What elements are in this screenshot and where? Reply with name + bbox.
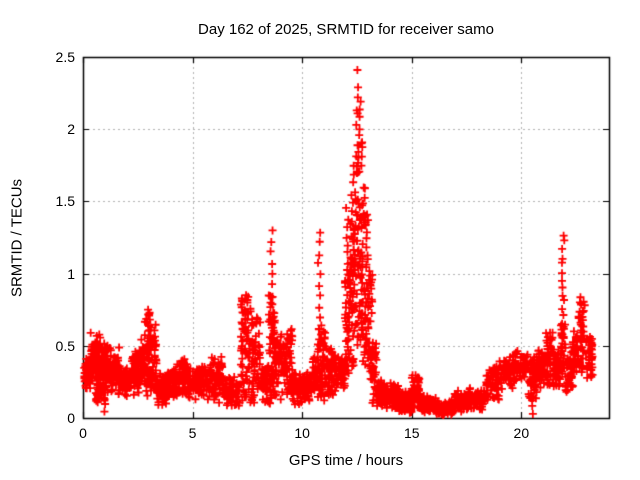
- x-axis-label: GPS time / hours: [288, 452, 404, 469]
- x-tick-label: 20: [513, 425, 530, 441]
- y-tick-label: 1: [67, 265, 75, 282]
- x-tick-label: 10: [294, 425, 310, 441]
- y-axis-label: SRMTID / TECUs: [8, 178, 26, 298]
- x-tick-label: 15: [403, 425, 420, 441]
- y-tick-label: 1.5: [55, 193, 75, 210]
- y-tick-label: 2: [67, 121, 75, 138]
- chart-title: Day 162 of 2025, SRMTID for receiver sam…: [198, 21, 494, 38]
- y-tick-label: 0.5: [55, 337, 75, 354]
- x-tick-label: 0: [79, 425, 87, 441]
- y-tick-label: 0: [67, 410, 75, 426]
- y-tick-label: 2.5: [55, 49, 75, 65]
- x-tick-label: 5: [188, 425, 197, 441]
